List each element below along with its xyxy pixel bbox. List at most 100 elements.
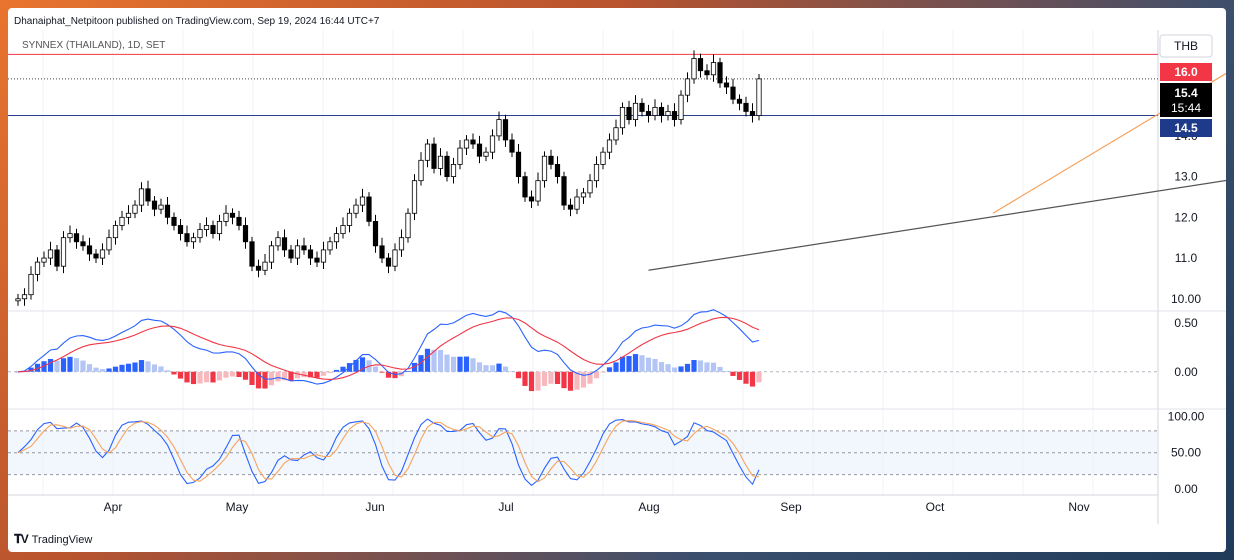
candle [587,180,593,194]
macd-histogram-bar [60,358,67,372]
candle [203,225,210,230]
macd-histogram-bar [613,362,619,372]
candle [229,212,236,218]
macd-histogram-bar [444,354,450,372]
macd-histogram-bar [177,371,184,379]
candle [164,204,171,218]
candle [665,111,671,116]
macd-histogram-bar [112,366,119,372]
candle [327,241,333,251]
time-tick-apr: Apr [104,500,123,514]
macd-histogram-bar [151,364,158,372]
price-levels [8,53,1158,117]
candle [268,245,275,263]
macd-histogram-bar [54,360,60,372]
macd-histogram-bar [197,371,203,384]
macd-histogram-bar [418,355,424,372]
price-tick-label: 10.00 [1171,292,1201,306]
macd-histogram-bar [749,371,756,387]
macd-histogram-bar [268,371,275,386]
time-axis-ticks: Apr May Jun Jul Aug Sep Oct Nov [104,500,1090,514]
macd-histogram-bar [626,356,632,372]
candle [704,70,710,76]
macd-histogram-bar [132,362,138,372]
macd-histogram-bar [275,371,281,382]
macd-histogram-bar [359,357,366,372]
tradingview-brand[interactable]: 𝐓V TradingView [14,532,92,547]
support-label-bg [1160,119,1212,137]
candle [541,155,548,182]
stoch-pane [17,418,760,487]
brand-name: TradingView [31,533,93,546]
macd-histogram-bar [483,365,489,372]
candle [528,196,535,202]
macd-histogram-bar [580,371,587,388]
candle [509,139,515,153]
time-tick-oct: Oct [926,500,945,514]
macd-histogram-bar [119,364,125,372]
candle [145,188,151,202]
candle [580,192,587,198]
candle [476,143,483,157]
candles [15,50,762,306]
candle [93,253,99,259]
stoch-tick-label: 0.00 [1174,482,1198,496]
macd-histogram-bar [307,371,314,378]
candle [398,237,405,251]
macd-histogram-bar [489,365,496,372]
macd-histogram-bar [509,371,515,372]
candle [125,212,132,218]
candle [158,204,164,210]
candle [561,176,567,206]
macd-histogram-bar [554,371,561,385]
candle [359,196,366,206]
macd-histogram-bar [223,371,229,378]
candle [15,298,21,302]
candle [671,111,678,120]
candle [535,180,541,202]
candle [392,249,398,267]
macd-histogram-bar [190,371,197,385]
currency-box[interactable] [1159,34,1213,58]
time-tick-aug: Aug [638,500,659,514]
candle [736,98,743,104]
macd-histogram-bar [125,363,132,372]
macd-histogram-bar [203,371,210,383]
macd-histogram-bar [756,371,762,383]
stoch-tick-label: 100.00 [1168,409,1205,423]
macd-histogram-bar [210,371,216,383]
time-tick-jun: Jun [365,500,384,514]
macd-histogram-bar [184,371,190,383]
candle [34,261,41,275]
candle [294,245,301,259]
candle [119,216,125,226]
candle [314,257,320,263]
candle [28,273,34,296]
macd-histogram-bar [301,371,307,378]
macd-histogram-bar [236,371,242,378]
candle [60,237,67,267]
candle [489,135,496,153]
candle [457,147,463,165]
macd-histogram-bar [294,371,301,379]
resistance-label-bg [1160,63,1212,81]
candle [379,245,385,259]
grid [42,30,1094,495]
candle [554,163,561,178]
candle [80,241,86,247]
candle [411,180,418,214]
macd-histogram-bar [665,364,671,372]
macd-axis-ticks: 0.50 0.00 [1174,316,1198,379]
macd-histogram-bar [164,370,171,372]
candle [288,249,294,259]
candle [86,245,93,255]
candle [340,225,346,235]
trendlines[interactable] [648,30,1227,271]
last-price-label: 15.4 [1174,86,1198,100]
candle [632,102,639,120]
macd-histogram-bar [548,371,554,384]
candle [47,249,54,259]
candle [151,200,158,210]
